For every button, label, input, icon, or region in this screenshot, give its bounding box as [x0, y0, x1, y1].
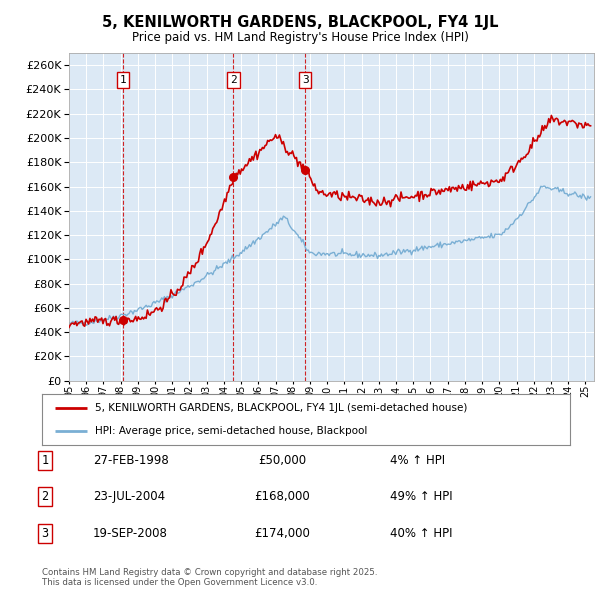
- Text: 4% ↑ HPI: 4% ↑ HPI: [390, 454, 445, 467]
- Text: 49% ↑ HPI: 49% ↑ HPI: [390, 490, 452, 503]
- Text: 2: 2: [230, 75, 237, 85]
- Text: 3: 3: [302, 75, 308, 85]
- Text: 3: 3: [41, 527, 49, 540]
- Text: 40% ↑ HPI: 40% ↑ HPI: [390, 527, 452, 540]
- Text: £174,000: £174,000: [254, 527, 310, 540]
- Text: 5, KENILWORTH GARDENS, BLACKPOOL, FY4 1JL: 5, KENILWORTH GARDENS, BLACKPOOL, FY4 1J…: [102, 15, 498, 30]
- Text: 27-FEB-1998: 27-FEB-1998: [93, 454, 169, 467]
- Text: 19-SEP-2008: 19-SEP-2008: [93, 527, 168, 540]
- Text: 5, KENILWORTH GARDENS, BLACKPOOL, FY4 1JL (semi-detached house): 5, KENILWORTH GARDENS, BLACKPOOL, FY4 1J…: [95, 402, 467, 412]
- Text: 23-JUL-2004: 23-JUL-2004: [93, 490, 165, 503]
- Text: HPI: Average price, semi-detached house, Blackpool: HPI: Average price, semi-detached house,…: [95, 427, 367, 437]
- Text: £50,000: £50,000: [258, 454, 306, 467]
- Text: 2: 2: [41, 490, 49, 503]
- Text: 1: 1: [120, 75, 127, 85]
- Text: 1: 1: [41, 454, 49, 467]
- Text: £168,000: £168,000: [254, 490, 310, 503]
- Text: Price paid vs. HM Land Registry's House Price Index (HPI): Price paid vs. HM Land Registry's House …: [131, 31, 469, 44]
- Text: Contains HM Land Registry data © Crown copyright and database right 2025.
This d: Contains HM Land Registry data © Crown c…: [42, 568, 377, 587]
